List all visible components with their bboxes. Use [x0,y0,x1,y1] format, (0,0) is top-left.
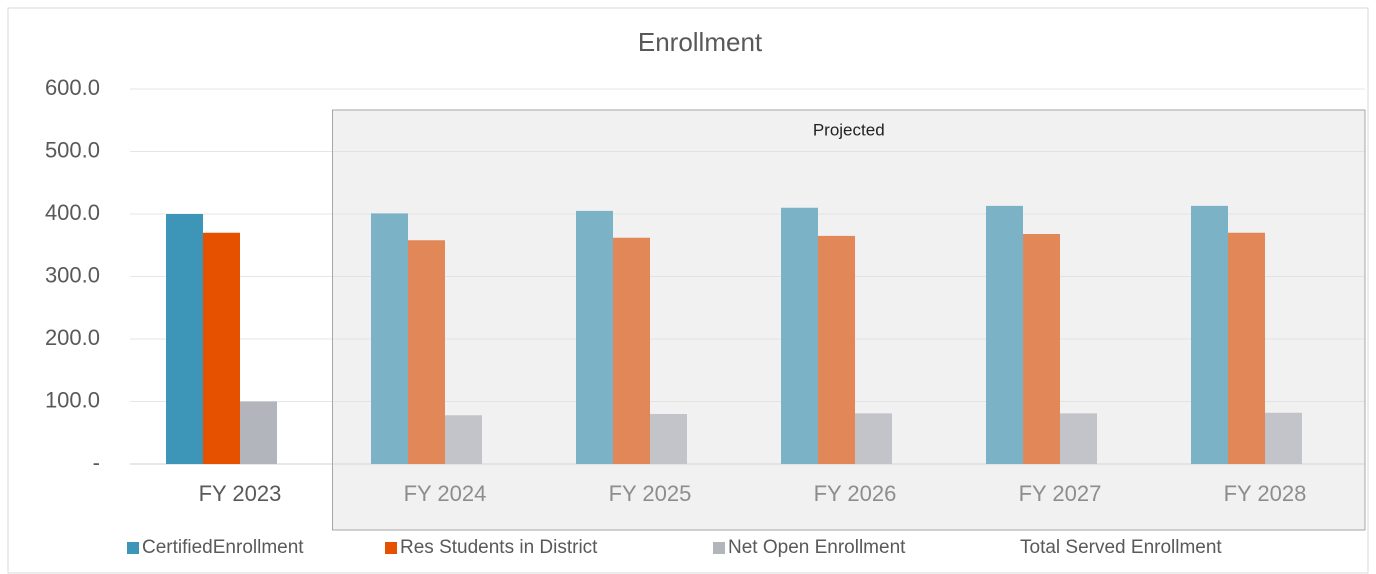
bar [371,213,408,464]
y-tick-label: 600.0 [45,75,100,100]
bar [1060,413,1097,464]
y-tick-label: - [93,450,100,475]
y-tick-label: 100.0 [45,387,100,412]
legend-swatch [385,542,397,554]
bar [445,415,482,464]
annotation: Projected [813,120,885,139]
bar [613,237,650,464]
bar [781,207,818,464]
bar [650,414,687,464]
bar [240,401,277,464]
chart-title: Enrollment [638,27,763,57]
legend-label: Res Students in District [400,537,598,558]
bar [1023,234,1060,464]
bar [203,232,240,464]
x-tick-label: FY 2024 [404,481,487,506]
x-tick-label: FY 2026 [814,481,897,506]
projected-box [332,109,1366,531]
legend-swatch [713,542,725,554]
x-tick-label: FY 2027 [1019,481,1102,506]
bar [1228,232,1265,464]
bar [1191,205,1228,464]
bar [1265,412,1302,464]
bar [855,413,892,464]
x-tick-label: FY 2028 [1224,481,1307,506]
y-tick-label: 300.0 [45,262,100,287]
y-tick-label: 400.0 [45,200,100,225]
legend-swatch [127,542,139,554]
bar [408,240,445,464]
legend-label: CertifiedEnrollment [142,537,304,558]
bar [576,210,613,464]
bar [818,235,855,464]
legend-label: Total Served Enrollment [1020,537,1222,558]
legend-label: Net Open Enrollment [728,537,906,558]
y-tick-label: 500.0 [45,137,100,162]
bar [986,205,1023,464]
bar [166,214,203,464]
x-tick-label: FY 2023 [199,481,282,506]
x-tick-label: FY 2025 [609,481,692,506]
y-tick-label: 200.0 [45,325,100,350]
